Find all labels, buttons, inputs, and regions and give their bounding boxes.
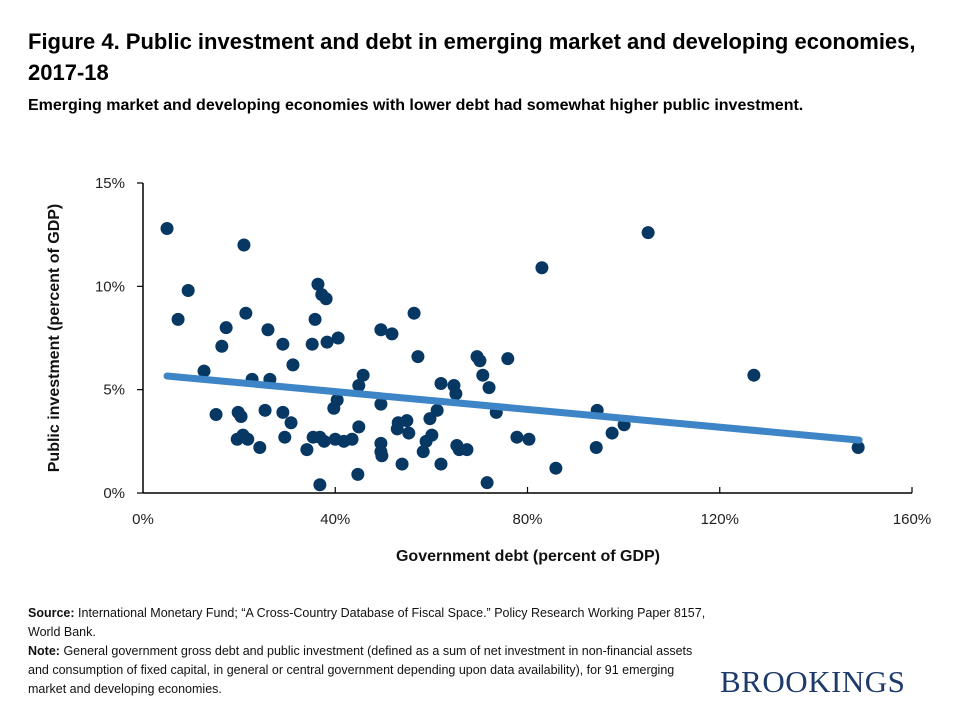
data-point bbox=[305, 337, 319, 351]
data-point bbox=[482, 381, 496, 395]
data-point bbox=[352, 379, 366, 393]
y-tick-label: 0% bbox=[103, 485, 125, 502]
y-tick-label: 15% bbox=[95, 175, 125, 192]
data-point bbox=[407, 306, 421, 320]
data-point bbox=[234, 410, 248, 424]
data-point bbox=[549, 461, 563, 475]
data-point bbox=[308, 312, 322, 326]
brookings-logo: BROOKINGS bbox=[720, 664, 906, 699]
x-tick-label: 160% bbox=[893, 511, 931, 528]
y-tick-label: 5% bbox=[103, 382, 125, 399]
data-point bbox=[411, 350, 425, 364]
source-text: International Monetary Fund; “A Cross-Co… bbox=[28, 606, 706, 639]
data-point bbox=[535, 261, 549, 275]
data-point bbox=[160, 221, 174, 235]
x-tick-label: 40% bbox=[320, 511, 350, 528]
data-point bbox=[400, 414, 414, 428]
notes-block: Source: International Monetary Fund; “A … bbox=[28, 604, 708, 699]
data-point bbox=[434, 376, 448, 390]
source-label: Source: bbox=[28, 606, 75, 620]
data-point bbox=[589, 441, 603, 455]
data-point bbox=[605, 426, 619, 440]
data-point bbox=[747, 368, 761, 382]
trend-line bbox=[163, 372, 863, 444]
data-point bbox=[261, 323, 275, 337]
data-point bbox=[237, 238, 251, 252]
data-point bbox=[395, 457, 409, 471]
data-point bbox=[390, 422, 404, 436]
data-point bbox=[276, 405, 290, 419]
data-point bbox=[473, 354, 487, 368]
data-point bbox=[434, 457, 448, 471]
data-point bbox=[375, 449, 389, 463]
ticks-layer: 0% 5% 10% 15% 0% 40% 80% 120% 160% bbox=[95, 175, 931, 528]
y-tick-label: 10% bbox=[95, 278, 125, 295]
source-line: Source: International Monetary Fund; “A … bbox=[28, 604, 708, 642]
data-point bbox=[241, 432, 255, 446]
data-point bbox=[197, 364, 211, 378]
data-point bbox=[851, 441, 865, 455]
data-point bbox=[209, 407, 223, 421]
data-point bbox=[286, 358, 300, 372]
data-point bbox=[311, 277, 325, 291]
x-axis-label: Government debt (percent of GDP) bbox=[396, 548, 660, 565]
note-label: Note: bbox=[28, 644, 60, 658]
data-point bbox=[416, 445, 430, 459]
data-point bbox=[278, 430, 292, 444]
data-point bbox=[239, 306, 253, 320]
data-point bbox=[449, 387, 463, 401]
data-point bbox=[480, 476, 494, 490]
data-point bbox=[419, 434, 433, 448]
data-point bbox=[374, 397, 388, 411]
data-point bbox=[641, 226, 655, 240]
data-point bbox=[430, 403, 444, 417]
data-point bbox=[258, 403, 272, 417]
data-point bbox=[171, 312, 185, 326]
data-point bbox=[215, 339, 229, 353]
data-point bbox=[331, 331, 345, 345]
data-point bbox=[510, 430, 524, 444]
points-layer bbox=[160, 221, 865, 492]
data-point bbox=[402, 426, 416, 440]
data-point bbox=[319, 292, 333, 306]
y-axis-label: Public investment (percent of GDP) bbox=[46, 204, 63, 472]
data-point bbox=[460, 443, 474, 457]
figure-title: Figure 4. Public investment and debt in … bbox=[28, 29, 916, 85]
data-point bbox=[476, 368, 490, 382]
data-point bbox=[320, 335, 334, 349]
data-point bbox=[352, 420, 366, 434]
note-text: General government gross debt and public… bbox=[28, 644, 693, 696]
data-point bbox=[501, 352, 515, 366]
note-line: Note: General government gross debt and … bbox=[28, 642, 708, 699]
data-point bbox=[385, 327, 399, 341]
data-point bbox=[253, 441, 267, 455]
figure-subtitle: Emerging market and developing economies… bbox=[28, 97, 804, 114]
data-point bbox=[374, 323, 388, 337]
data-point bbox=[345, 432, 359, 446]
data-point bbox=[181, 283, 195, 297]
data-point bbox=[351, 467, 365, 481]
data-point bbox=[330, 393, 344, 407]
data-point bbox=[219, 321, 233, 335]
x-tick-label: 0% bbox=[132, 511, 154, 528]
data-point bbox=[284, 416, 298, 430]
data-point bbox=[313, 478, 327, 492]
x-tick-label: 80% bbox=[512, 511, 542, 528]
data-point bbox=[276, 337, 290, 351]
data-point bbox=[522, 432, 536, 446]
data-point bbox=[317, 434, 331, 448]
x-tick-label: 120% bbox=[701, 511, 739, 528]
trend-layer bbox=[163, 372, 863, 444]
data-point bbox=[356, 368, 370, 382]
data-point bbox=[300, 443, 314, 457]
